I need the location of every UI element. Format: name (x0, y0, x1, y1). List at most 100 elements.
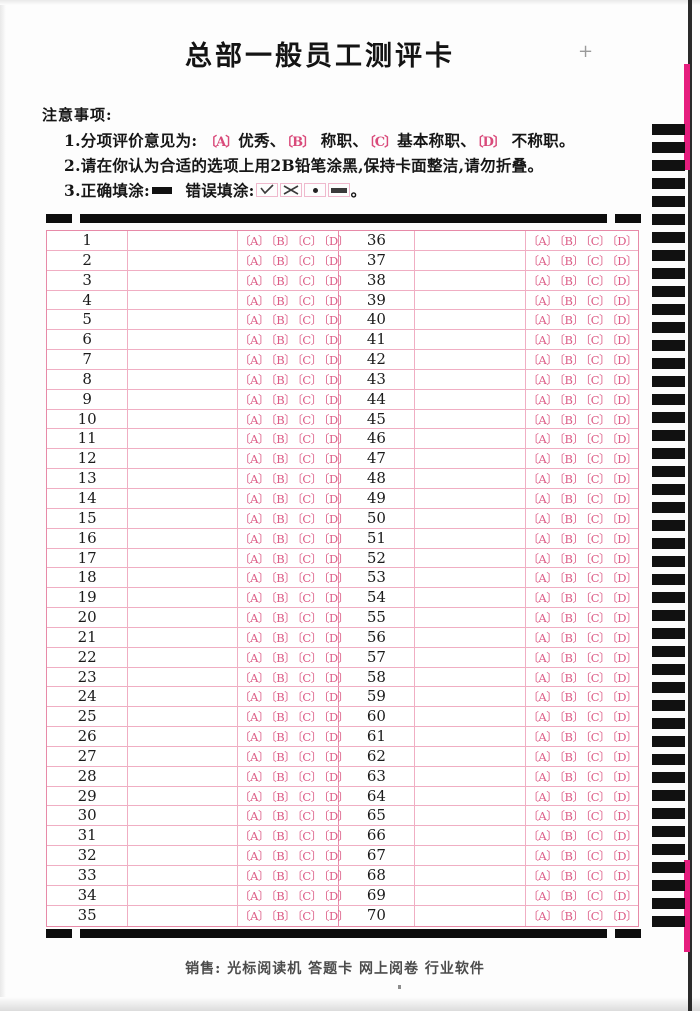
bubble-group-right[interactable]: 〔A〕 〔B〕 〔C〕 〔D〕 (526, 251, 638, 270)
bubble-option[interactable]: 〔A〕 (239, 690, 269, 705)
bubble-option[interactable]: 〔D〕 (612, 392, 637, 407)
bubble-option[interactable]: 〔B〕 (270, 412, 296, 427)
bubble-option[interactable]: 〔A〕 (527, 273, 558, 288)
bubble-group-left[interactable]: 〔A〕 〔B〕 〔C〕 〔D〕 (238, 310, 349, 330)
bubble-option[interactable]: 〔D〕 (612, 412, 637, 427)
bubble-option[interactable]: 〔D〕 (323, 234, 349, 248)
bubble-option[interactable]: 〔B〕 (270, 690, 296, 705)
bubble-option[interactable]: 〔A〕 (527, 690, 558, 705)
bubble-group-right[interactable]: 〔A〕 〔B〕 〔C〕 〔D〕 (526, 707, 638, 726)
bubble-group-left[interactable]: 〔A〕 〔B〕 〔C〕 〔D〕 (238, 905, 349, 926)
bubble-option[interactable]: 〔B〕 (270, 611, 296, 626)
bubble-group-left[interactable]: 〔A〕 〔B〕 〔C〕 〔D〕 (238, 647, 349, 667)
bubble-option[interactable]: 〔D〕 (612, 769, 637, 784)
blank-write-cell-left[interactable] (128, 369, 239, 389)
bubble-option[interactable]: 〔C〕 (297, 511, 322, 526)
blank-write-cell-right[interactable] (415, 786, 527, 806)
bubble-option[interactable]: 〔B〕 (559, 472, 584, 487)
blank-write-cell-right[interactable] (415, 667, 527, 687)
bubble-group-right[interactable]: 〔A〕 〔B〕 〔C〕 〔D〕 (526, 886, 638, 905)
bubble-group-right[interactable]: 〔A〕 〔B〕 〔C〕 〔D〕 (526, 727, 638, 746)
bubble-option[interactable]: 〔B〕 (270, 531, 296, 546)
bubble-option[interactable]: 〔B〕 (270, 888, 296, 903)
bubble-option[interactable]: 〔A〕 (239, 789, 269, 804)
blank-write-cell-left[interactable] (128, 846, 239, 865)
bubble-option[interactable]: 〔D〕 (612, 630, 637, 645)
bubble-option[interactable]: 〔C〕 (297, 372, 322, 387)
bubble-option[interactable]: 〔D〕 (612, 313, 637, 328)
bubble-option[interactable]: 〔A〕 (239, 333, 269, 348)
blank-write-cell-left[interactable] (128, 806, 239, 826)
blank-write-cell-left[interactable] (128, 508, 239, 528)
blank-write-cell-left[interactable] (128, 627, 239, 647)
blank-write-cell-left[interactable] (128, 389, 239, 409)
blank-write-cell-left[interactable] (128, 409, 239, 429)
bubble-option[interactable]: 〔B〕 (559, 849, 584, 864)
blank-write-cell-left[interactable] (128, 449, 239, 469)
bubble-option[interactable]: 〔D〕 (612, 908, 637, 923)
bubble-option[interactable]: 〔D〕 (612, 511, 637, 526)
blank-write-cell-left[interactable] (128, 330, 239, 350)
bubble-option[interactable]: 〔A〕 (239, 630, 269, 645)
bubble-option[interactable]: 〔C〕 (585, 571, 611, 586)
bubble-group-left[interactable]: 〔A〕 〔B〕 〔C〕 〔D〕 (238, 866, 349, 885)
blank-write-cell-right[interactable] (415, 488, 527, 508)
bubble-option[interactable]: 〔B〕 (559, 551, 584, 566)
bubble-option[interactable]: 〔C〕 (585, 333, 611, 348)
blank-write-cell-right[interactable] (415, 508, 527, 528)
bubble-group-right[interactable]: 〔A〕 〔B〕 〔C〕 〔D〕 (526, 291, 638, 310)
bubble-option[interactable]: 〔C〕 (585, 769, 611, 784)
bubble-option[interactable]: 〔D〕 (323, 353, 349, 368)
bubble-option[interactable]: 〔B〕 (559, 432, 584, 447)
bubble-option[interactable]: 〔C〕 (585, 888, 611, 903)
bubble-option[interactable]: 〔B〕 (270, 869, 296, 883)
bubble-option[interactable]: 〔D〕 (612, 551, 637, 566)
blank-write-cell-right[interactable] (415, 727, 527, 746)
bubble-option[interactable]: 〔A〕 (239, 253, 269, 268)
bubble-option[interactable]: 〔A〕 (239, 353, 269, 368)
bubble-option[interactable]: 〔B〕 (559, 769, 584, 784)
bubble-group-left[interactable]: 〔A〕 〔B〕 〔C〕 〔D〕 (238, 231, 349, 250)
bubble-option[interactable]: 〔B〕 (270, 234, 296, 248)
bubble-option[interactable]: 〔B〕 (270, 491, 296, 506)
bubble-group-right[interactable]: 〔A〕 〔B〕 〔C〕 〔D〕 (526, 350, 638, 369)
bubble-option[interactable]: 〔C〕 (585, 293, 611, 308)
blank-write-cell-left[interactable] (128, 727, 239, 746)
blank-write-cell-left[interactable] (128, 270, 239, 290)
blank-write-cell-right[interactable] (415, 866, 527, 885)
bubble-group-left[interactable]: 〔A〕 〔B〕 〔C〕 〔D〕 (238, 350, 349, 369)
blank-write-cell-right[interactable] (415, 231, 527, 250)
bubble-option[interactable]: 〔C〕 (297, 452, 322, 467)
bubble-option[interactable]: 〔C〕 (585, 432, 611, 447)
blank-write-cell-left[interactable] (128, 647, 239, 667)
bubble-option[interactable]: 〔C〕 (585, 749, 611, 764)
bubble-option[interactable]: 〔C〕 (297, 392, 322, 407)
bubble-option[interactable]: 〔D〕 (323, 690, 349, 705)
bubble-option[interactable]: 〔A〕 (239, 650, 269, 665)
bubble-group-left[interactable]: 〔A〕 〔B〕 〔C〕 〔D〕 (238, 429, 349, 449)
bubble-option[interactable]: 〔D〕 (612, 749, 637, 764)
bubble-option[interactable]: 〔D〕 (612, 293, 637, 308)
bubble-option[interactable]: 〔A〕 (527, 333, 558, 348)
bubble-option[interactable]: 〔D〕 (612, 234, 637, 248)
bubble-option[interactable]: 〔B〕 (559, 789, 584, 804)
bubble-option[interactable]: 〔C〕 (585, 412, 611, 427)
bubble-option[interactable]: 〔C〕 (297, 611, 322, 626)
bubble-option[interactable]: 〔D〕 (323, 869, 349, 883)
bubble-group-left[interactable]: 〔A〕 〔B〕 〔C〕 〔D〕 (238, 548, 349, 568)
bubble-option[interactable]: 〔A〕 (239, 313, 269, 328)
bubble-group-right[interactable]: 〔A〕 〔B〕 〔C〕 〔D〕 (526, 330, 638, 349)
bubble-option[interactable]: 〔B〕 (559, 670, 584, 685)
bubble-option[interactable]: 〔B〕 (270, 313, 296, 328)
bubble-option[interactable]: 〔A〕 (239, 531, 269, 546)
bubble-option[interactable]: 〔C〕 (297, 789, 322, 804)
blank-write-cell-right[interactable] (415, 429, 527, 449)
bubble-option[interactable]: 〔D〕 (323, 293, 349, 308)
bubble-option[interactable]: 〔B〕 (270, 650, 296, 665)
bubble-group-left[interactable]: 〔A〕 〔B〕 〔C〕 〔D〕 (238, 449, 349, 469)
bubble-option[interactable]: 〔C〕 (297, 432, 322, 447)
bubble-option[interactable]: 〔A〕 (239, 730, 269, 745)
bubble-option[interactable]: 〔D〕 (323, 730, 349, 745)
bubble-group-right[interactable]: 〔A〕 〔B〕 〔C〕 〔D〕 (526, 410, 638, 429)
bubble-option[interactable]: 〔A〕 (527, 392, 558, 407)
